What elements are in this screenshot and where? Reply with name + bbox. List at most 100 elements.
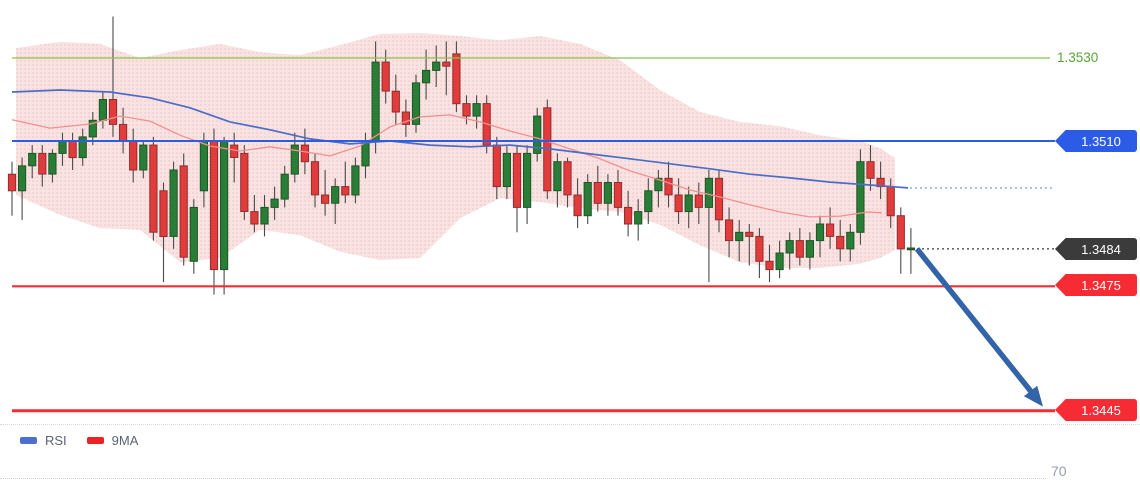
candle-down [836,235,845,250]
candle-down [391,90,400,113]
candle-down [310,161,320,196]
candle-down [795,240,804,258]
candle-down [108,99,118,125]
candle-up [139,144,148,171]
candle-down [209,140,219,271]
indicator-legend: RSI 9MA [20,433,138,448]
candle-up [169,169,178,237]
candle-down [7,173,17,192]
legend-label-rsi: RSI [45,433,67,448]
candle-down [300,144,309,163]
candle-down [613,182,623,208]
candle-down [755,235,764,262]
candle-down [149,144,158,233]
candle-down [512,152,522,208]
resistance-price-label: 1.3530 [1057,50,1099,65]
candle-down [179,165,188,258]
candle-up [88,119,97,138]
candle-up [805,240,814,258]
candle-down [714,177,724,221]
candle-up [654,177,663,192]
candle-up [28,152,37,167]
candle-up [280,173,289,200]
legend-label-9ma: 9MA [111,433,139,448]
candle-up [371,61,380,142]
candle-down [119,123,128,142]
candle-up [815,223,825,242]
candle-up [846,231,855,250]
candle-up [502,152,511,188]
candle-up [78,136,87,159]
9ma-color-chip [86,437,104,444]
candle-up [775,252,784,271]
candle-up [785,240,794,254]
candle-down [886,186,895,217]
pane-separator [0,424,1140,425]
candle-up [603,182,612,204]
price-tag-text: 1.3484 [1081,241,1121,257]
candle-up [906,247,915,251]
candle-down [321,194,330,204]
candle-up [704,177,713,208]
candle-up [331,186,340,204]
price-tag-text: 1.3475 [1081,277,1121,293]
price-tag-text: 1.3510 [1081,133,1121,149]
candle-down [593,182,602,204]
down-arrow-head [1023,385,1043,407]
candle-up [48,152,57,175]
candle-down [250,211,259,225]
legend-item-9ma[interactable]: 9MA [86,433,139,448]
candle-up [523,152,532,208]
candle-up [583,182,592,217]
candle-down [866,161,875,179]
down-arrow-shaft [914,247,1034,395]
candle-up [58,140,67,154]
rsi-overbought-line [0,478,1046,479]
candle-down [442,61,451,67]
price-tag-1-3510: 1.3510 [1055,130,1137,152]
candle-down [381,61,390,92]
candle-up [260,206,269,225]
candle-up [553,161,562,192]
candle-up [18,165,27,192]
candle-up [856,161,865,233]
candle-up [644,190,653,213]
candle-up [220,140,229,271]
candle-down [725,219,734,242]
candle-up [634,211,643,225]
price-tag-support-2: 1.3445 [1055,399,1137,421]
candle-down [68,140,77,159]
candle-down [624,206,633,225]
candle-down [492,144,501,188]
price-tag-support-1: 1.3475 [1055,274,1137,296]
candle-down [765,260,774,271]
legend-item-rsi[interactable]: RSI [20,433,67,448]
candle-up [533,115,542,154]
candle-up [422,69,431,84]
candle-down [573,194,582,217]
rsi-overbought-label: 70 [1051,463,1067,479]
candle-down [745,231,754,237]
price-tag-text: 1.3445 [1081,402,1121,418]
candle-up [98,99,108,121]
candle-down [129,140,138,171]
candle-up [351,165,360,196]
candle-down [664,177,673,196]
candle-down [826,223,835,237]
candle-up [270,198,279,208]
candle-up [735,231,744,242]
candle-down [896,215,905,250]
candle-down [341,186,350,196]
candle-up [189,206,198,262]
candle-up [199,140,209,192]
candle-down [452,53,461,105]
candle-down [694,194,703,208]
price-tag-last-close: 1.3484 [1055,238,1137,260]
candle-down [240,152,249,212]
rsi-color-chip [20,437,37,444]
blue-ma-line [11,89,909,189]
candle-up [472,103,481,117]
candle-up [290,144,299,175]
